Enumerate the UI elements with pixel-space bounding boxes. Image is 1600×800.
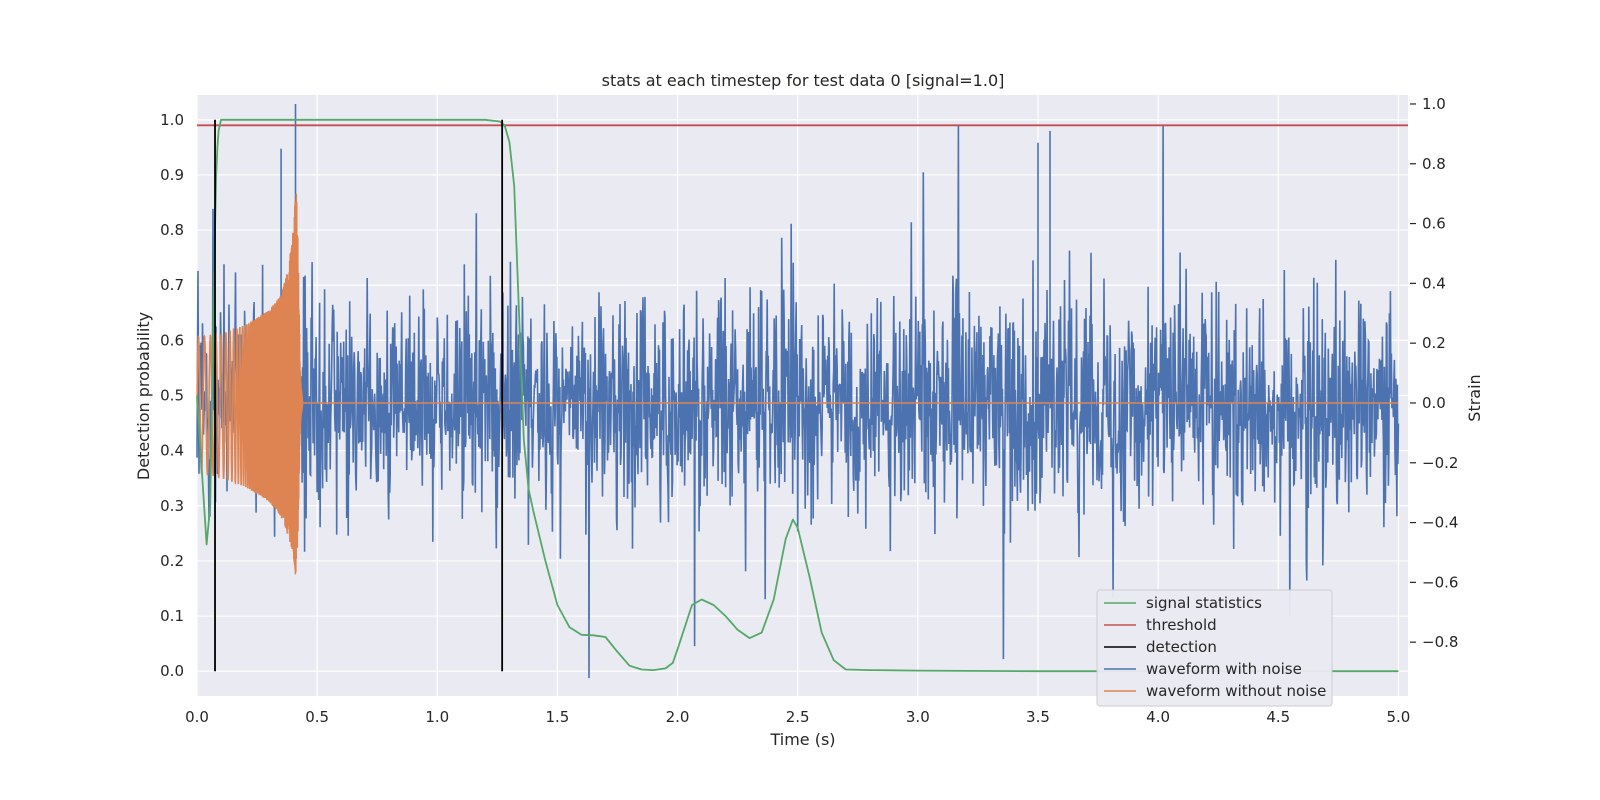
y-tick-label: 0.0 — [160, 662, 184, 680]
series-line-signal-statistics — [196, 118, 1399, 673]
x-axis-label: Time (s) — [769, 730, 835, 749]
legend-box — [1096, 589, 1333, 707]
legend-label-waveform-without-noise: waveform without noise — [1146, 682, 1326, 700]
legend-item-signal-statistics: signal statistics — [1104, 594, 1262, 612]
tick-labels: 0.0 0.5 1.0 1.5 2.0 2.5 3.0 3.5 4.0 4.5 5.0 0.0 0.1 0… — [160, 95, 1458, 726]
plot-lines — [196, 104, 1408, 679]
y2-axis-label: Strain — [1465, 374, 1484, 421]
x-tick-label: 1.0 — [425, 708, 449, 726]
legend-label-threshold: threshold — [1146, 616, 1217, 634]
y2-tick-label: −0.8 — [1422, 633, 1458, 651]
legend-item-detection: detection — [1104, 638, 1217, 656]
legend-item-waveform-without-noise: waveform without noise — [1104, 682, 1326, 700]
y-tick-label: 0.6 — [160, 331, 184, 349]
legend-item-waveform-with-noise: waveform with noise — [1104, 660, 1302, 678]
legend: signal statistics threshold detection wa… — [1096, 589, 1333, 707]
y-tick-label: 0.1 — [160, 607, 184, 625]
y2-tick-label: 0.8 — [1422, 155, 1446, 173]
x-tick-label: 0.5 — [305, 708, 329, 726]
legend-item-threshold: threshold — [1104, 616, 1217, 634]
x-tick-label: 4.5 — [1266, 708, 1290, 726]
x-tick-label: 0.0 — [185, 708, 209, 726]
y2-tick-label: −0.4 — [1422, 514, 1458, 532]
y-tick-label: 0.8 — [160, 221, 184, 239]
y-tick-label: 1.0 — [160, 111, 184, 129]
y2-tick-label: 1.0 — [1422, 95, 1446, 113]
chart-title: stats at each timestep for test data 0 [… — [602, 71, 1005, 90]
y2-tick-label: 0.6 — [1422, 215, 1446, 233]
y-tick-label: 0.5 — [160, 387, 184, 405]
x-tick-label: 3.5 — [1026, 708, 1050, 726]
grid — [196, 95, 1408, 696]
x-tick-label: 2.0 — [666, 708, 690, 726]
x-tick-label: 1.5 — [545, 708, 569, 726]
y-tick-label: 0.9 — [160, 166, 184, 184]
y-axis-label: Detection probability — [134, 312, 153, 480]
y2-tick-label: 0.2 — [1422, 334, 1446, 352]
y-tick-label: 0.2 — [160, 552, 184, 570]
y2-tick-label: −0.6 — [1422, 573, 1458, 591]
x-tick-label: 5.0 — [1386, 708, 1410, 726]
x-tick-label: 2.5 — [786, 708, 810, 726]
y2-tick-label: −0.2 — [1422, 454, 1458, 472]
legend-label-detection: detection — [1146, 638, 1217, 656]
y-tick-label: 0.7 — [160, 276, 184, 294]
y2-tick-label: 0.0 — [1422, 394, 1446, 412]
x-tick-label: 3.0 — [906, 708, 930, 726]
legend-label-waveform-with-noise: waveform with noise — [1146, 660, 1302, 678]
legend-label-signal-statistics: signal statistics — [1146, 594, 1262, 612]
y-tick-label: 0.4 — [160, 442, 184, 460]
y-tick-label: 0.3 — [160, 497, 184, 515]
x-tick-label: 4.0 — [1146, 708, 1170, 726]
y2-tick-label: 0.4 — [1422, 274, 1446, 292]
